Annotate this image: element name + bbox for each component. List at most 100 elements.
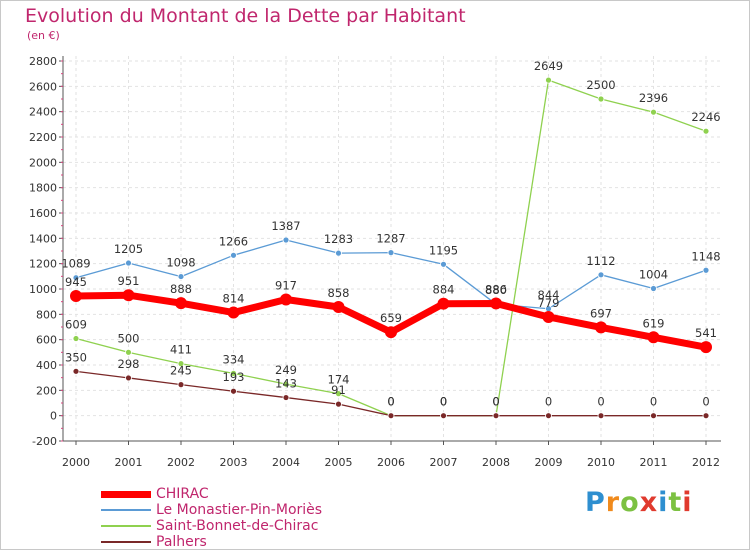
data-point-palhers (597, 412, 605, 420)
legend-label: Saint-Bonnet-de-Chirac (156, 518, 319, 534)
data-point-saint-bonnet-de-chirac (545, 76, 552, 84)
data-label-palhers: 350 (65, 350, 87, 364)
data-point-saint-bonnet-de-chirac (230, 369, 237, 377)
data-label-chirac: 886 (485, 282, 507, 296)
data-label-chirac: 697 (590, 306, 612, 320)
x-tick-label: 2005 (325, 456, 353, 469)
y-tick-label: 2000 (29, 156, 57, 169)
data-label-chirac: 951 (118, 274, 140, 288)
data-point-palhers (492, 412, 500, 420)
data-point-palhers (440, 412, 447, 420)
data-point-chirac (175, 297, 187, 310)
data-label-palhers: 0 (492, 395, 499, 409)
data-label-saint-bonnet-de-chirac: 334 (223, 352, 245, 366)
data-point-chirac (700, 341, 712, 354)
data-point-saint-bonnet-de-chirac (597, 95, 605, 103)
data-label-palhers: 0 (650, 395, 657, 409)
data-label-chirac: 917 (275, 279, 297, 293)
legend-swatch (101, 491, 151, 498)
logo-letter: r (605, 487, 621, 518)
x-axis-ticks: 2000 2001 2002 2003 2004 2005 2006 2007 2008 2009… (62, 441, 720, 469)
data-label-saint-bonnet-de-chirac: 609 (65, 318, 87, 332)
data-label-chirac: 858 (328, 286, 350, 300)
y-tick-label: 2800 (29, 55, 57, 68)
y-tick-label: 1800 (29, 182, 57, 195)
data-point-le-monastier-pin-mori-s (702, 266, 710, 274)
legend-swatch (101, 509, 151, 511)
y-tick-label: 400 (36, 359, 57, 372)
y-tick-label: 600 (36, 334, 57, 347)
data-label-chirac: 659 (380, 311, 402, 325)
data-label-le-monastier-pin-mori-s: 1098 (166, 256, 195, 270)
data-point-chirac (70, 289, 82, 302)
data-point-palhers (702, 412, 710, 420)
data-point-chirac (227, 306, 240, 319)
y-tick-label: 2200 (29, 131, 57, 144)
logo-letter: i (682, 487, 693, 518)
data-point-palhers (177, 381, 185, 389)
data-point-saint-bonnet-de-chirac (282, 380, 290, 388)
data-point-palhers (650, 412, 657, 420)
data-label-palhers: 298 (118, 357, 140, 371)
data-label-saint-bonnet-de-chirac: 411 (170, 343, 192, 357)
data-point-palhers (545, 412, 552, 420)
data-label-saint-bonnet-de-chirac: 500 (118, 331, 140, 345)
data-label-le-monastier-pin-mori-s: 880 (485, 283, 507, 297)
y-tick-label: 200 (36, 384, 57, 397)
data-label-le-monastier-pin-mori-s: 844 (538, 288, 560, 302)
data-label-chirac: 541 (695, 326, 717, 340)
x-tick-label: 2003 (220, 456, 248, 469)
data-label-saint-bonnet-de-chirac: 249 (275, 363, 297, 377)
data-label-le-monastier-pin-mori-s: 1287 (376, 232, 405, 246)
chart-unit: (en €) (27, 29, 60, 42)
data-label-palhers: 0 (440, 395, 447, 409)
data-label-saint-bonnet-de-chirac: 0 (492, 395, 499, 409)
data-point-palhers (72, 367, 80, 375)
data-point-le-monastier-pin-mori-s (282, 236, 290, 244)
logo-letter: t (668, 487, 683, 518)
data-label-le-monastier-pin-mori-s: 1148 (691, 249, 720, 263)
data-label-le-monastier-pin-mori-s: 1205 (114, 242, 143, 256)
data-label-saint-bonnet-de-chirac: 2396 (639, 91, 668, 105)
data-point-le-monastier-pin-mori-s (72, 274, 80, 282)
legend-swatch (101, 525, 151, 527)
data-label-le-monastier-pin-mori-s: 1283 (324, 232, 353, 246)
series-lines (70, 76, 712, 420)
data-label-le-monastier-pin-mori-s: 1266 (219, 234, 248, 248)
data-point-le-monastier-pin-mori-s (125, 259, 132, 267)
data-label-chirac: 888 (170, 282, 192, 296)
data-point-le-monastier-pin-mori-s (230, 251, 237, 259)
data-label-palhers: 0 (702, 395, 709, 409)
data-point-palhers (335, 400, 342, 408)
data-point-le-monastier-pin-mori-s (597, 271, 605, 279)
data-point-le-monastier-pin-mori-s (650, 285, 657, 292)
data-point-chirac (122, 289, 135, 302)
data-label-chirac: 619 (643, 316, 665, 330)
legend-label: CHIRAC (156, 486, 209, 502)
data-label-le-monastier-pin-mori-s: 1195 (429, 243, 458, 257)
data-label-saint-bonnet-de-chirac: 2246 (691, 110, 720, 124)
data-label-chirac: 884 (433, 283, 455, 297)
data-point-le-monastier-pin-mori-s (177, 273, 185, 280)
x-tick-label: 2008 (482, 456, 510, 469)
data-point-chirac (647, 331, 660, 344)
data-label-le-monastier-pin-mori-s: 1112 (586, 254, 615, 268)
data-point-palhers (125, 374, 132, 382)
data-point-saint-bonnet-de-chirac (650, 108, 657, 116)
data-label-palhers: 245 (170, 364, 192, 378)
data-label-palhers: 0 (597, 395, 604, 409)
data-point-saint-bonnet-de-chirac (72, 335, 80, 342)
chart-title: Evolution du Montant de la Dette par Hab… (25, 5, 466, 27)
x-tick-label: 2006 (377, 456, 405, 469)
y-tick-label: 1400 (29, 232, 57, 245)
x-tick-label: 2004 (272, 456, 300, 469)
axes (62, 56, 721, 442)
data-point-chirac (595, 321, 607, 334)
legend-label: Palhers (156, 534, 207, 550)
data-point-le-monastier-pin-mori-s (387, 249, 395, 257)
logo-letter: i (658, 487, 669, 518)
data-label-le-monastier-pin-mori-s: 1387 (271, 219, 300, 233)
proxiti-logo: Proxiti (585, 487, 693, 518)
